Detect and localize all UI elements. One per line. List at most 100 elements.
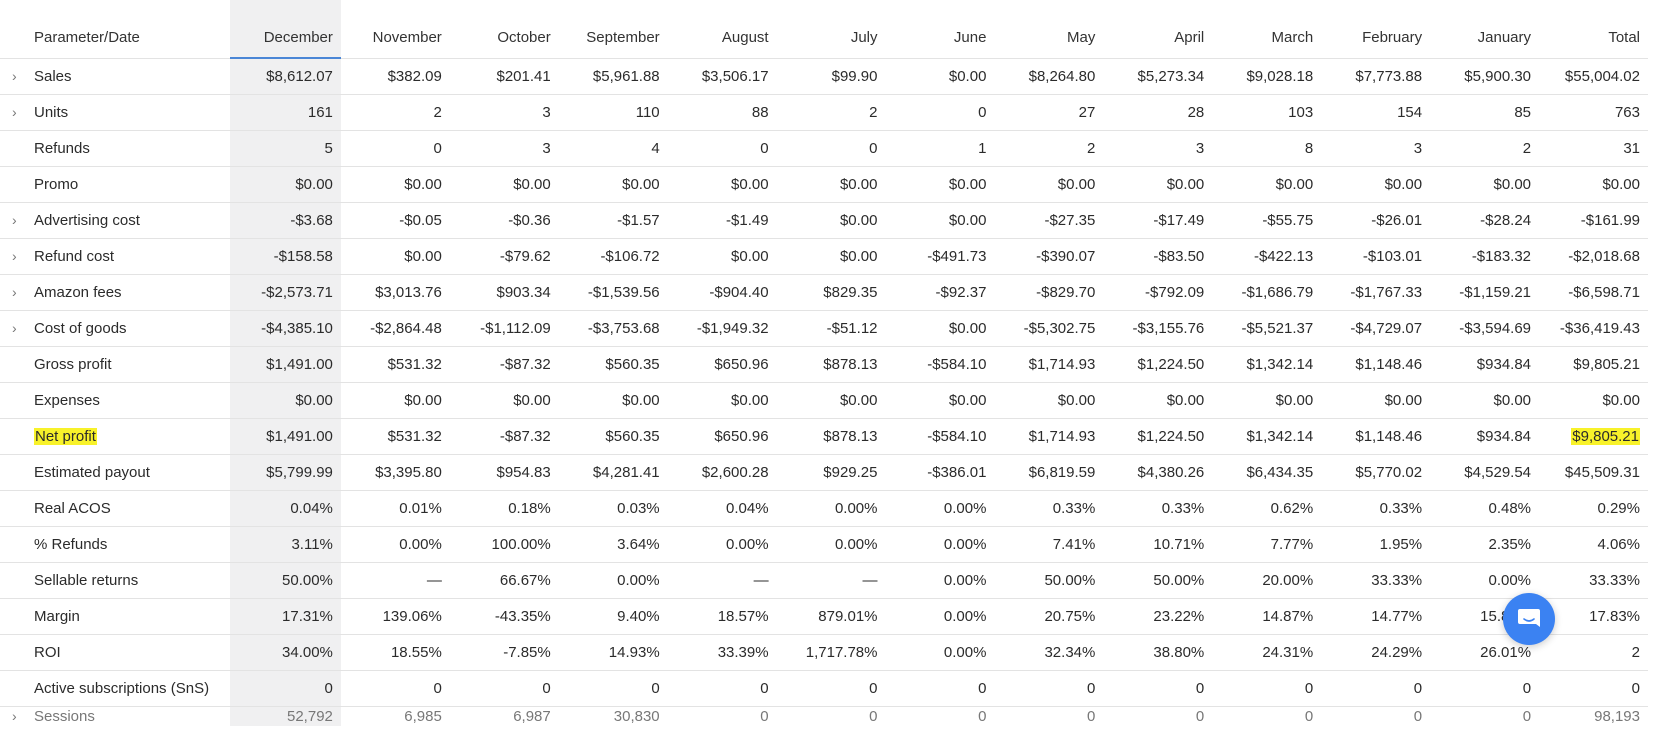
table-row[interactable]: › Sales $8,612.07 $382.09 $201.41 $5,961.88 $3… bbox=[0, 58, 1648, 95]
cell-value: 0.01% bbox=[399, 499, 442, 517]
row-label-cell[interactable]: › Refund cost bbox=[0, 238, 230, 275]
column-header-november[interactable]: November bbox=[340, 0, 450, 59]
value-cell: 0 bbox=[1321, 670, 1431, 707]
cell-value: 0 bbox=[760, 139, 769, 157]
column-header-january[interactable]: January bbox=[1430, 0, 1540, 59]
value-cell: $201.41 bbox=[449, 58, 559, 95]
table-row[interactable]: › Cost of goods -$4,385.10 -$2,864.48 -$1,11… bbox=[0, 310, 1648, 347]
cell-value: $903.34 bbox=[496, 283, 551, 301]
value-cell: 161 bbox=[229, 94, 341, 131]
chevron-right-icon[interactable]: › bbox=[12, 211, 17, 228]
chevron-right-icon[interactable]: › bbox=[12, 247, 17, 264]
total-cell: -$2,018.68 bbox=[1539, 238, 1648, 275]
cell-value: 0.04% bbox=[726, 499, 769, 517]
chevron-right-icon[interactable]: › bbox=[12, 283, 17, 300]
table-row[interactable]: › Advertising cost -$3.68 -$0.05 -$0.36 -$1.5… bbox=[0, 202, 1648, 239]
cell-value: 0 bbox=[869, 679, 878, 697]
column-header-april[interactable]: April bbox=[1103, 0, 1213, 59]
cell-value: 0 bbox=[1631, 679, 1640, 697]
value-cell: 3 bbox=[449, 94, 559, 131]
value-cell: 0 bbox=[885, 94, 995, 131]
row-label-cell[interactable]: › Amazon fees bbox=[0, 274, 230, 311]
row-label-cell[interactable]: › Sales bbox=[0, 58, 230, 95]
column-header-october[interactable]: October bbox=[449, 0, 559, 59]
cell-value: 7.41% bbox=[1052, 535, 1096, 553]
cell-value: $8,264.80 bbox=[1028, 67, 1096, 85]
cell-value: -$1,159.21 bbox=[1459, 283, 1532, 301]
cell-value: $0.00 bbox=[1057, 391, 1096, 409]
table-row[interactable]: › Sessions 52,792 6,985 6,987 30,830 0 0 0 0 0 0 0 0 9… bbox=[0, 706, 1648, 726]
chevron-right-icon[interactable]: › bbox=[12, 67, 17, 84]
cell-value: 0 bbox=[869, 139, 878, 157]
column-header-december[interactable]: December bbox=[229, 0, 341, 59]
column-header-august[interactable]: August bbox=[667, 0, 777, 59]
value-cell: 0 bbox=[667, 670, 777, 707]
row-label-cell[interactable]: › Cost of goods bbox=[0, 310, 230, 347]
cell-value: 14.77% bbox=[1371, 607, 1423, 625]
table-row[interactable]: › Amazon fees -$2,573.71 $3,013.76 $903.34 -$… bbox=[0, 274, 1648, 311]
value-cell: $7,773.88 bbox=[1321, 58, 1431, 95]
cell-value: -$386.01 bbox=[927, 463, 987, 481]
total-cell: 0.29% bbox=[1539, 490, 1648, 527]
cell-value: 0 bbox=[760, 679, 769, 697]
value-cell: -$1,112.09 bbox=[449, 310, 559, 347]
cell-value: $0.00 bbox=[622, 175, 660, 193]
chat-bubble-icon bbox=[1518, 609, 1540, 627]
cell-value: -$0.05 bbox=[399, 211, 442, 229]
column-header-february[interactable]: February bbox=[1321, 0, 1431, 59]
row-label: Advertising cost bbox=[34, 211, 140, 229]
column-header-june[interactable]: June bbox=[885, 0, 995, 59]
column-header-march[interactable]: March bbox=[1212, 0, 1322, 59]
table-row[interactable]: › Refund cost -$158.58 $0.00 -$79.62 -$106.72… bbox=[0, 238, 1648, 275]
cell-value: -$1,686.79 bbox=[1241, 283, 1314, 301]
column-header-may[interactable]: May bbox=[994, 0, 1104, 59]
total-cell: $9,805.21 bbox=[1539, 418, 1648, 455]
cell-value: $929.25 bbox=[823, 463, 878, 481]
table-row[interactable]: › Units 161 2 3 110 88 2 0 27 28 103 154 85 763 bbox=[0, 94, 1648, 131]
column-header-september[interactable]: September bbox=[558, 0, 668, 59]
row-label-cell[interactable]: › Units bbox=[0, 94, 230, 131]
total-cell: -$36,419.43 bbox=[1539, 310, 1648, 347]
column-header-total[interactable]: Total bbox=[1539, 0, 1648, 59]
cell-value: 0.33% bbox=[1052, 499, 1096, 517]
cell-value: 3 bbox=[542, 103, 551, 121]
row-label-cell[interactable]: › Sessions bbox=[0, 706, 230, 726]
cell-value: -$87.32 bbox=[499, 355, 551, 373]
table-row: Gross profit $1,491.00 $531.32 -$87.32 $560.… bbox=[0, 346, 1648, 383]
cell-value: $5,900.30 bbox=[1464, 67, 1532, 85]
cell-value: 33.39% bbox=[717, 643, 769, 661]
value-cell: $3,506.17 bbox=[667, 58, 777, 95]
row-label-cell: Expenses bbox=[0, 382, 230, 419]
value-cell: 33.39% bbox=[667, 634, 777, 671]
cell-value: 0.00% bbox=[943, 571, 987, 589]
cell-value: $0.00 bbox=[1384, 175, 1423, 193]
value-cell: $5,273.34 bbox=[1103, 58, 1213, 95]
cell-value: -$51.12 bbox=[826, 319, 878, 337]
row-label-cell[interactable]: › Advertising cost bbox=[0, 202, 230, 239]
column-header-july[interactable]: July bbox=[776, 0, 886, 59]
chevron-right-icon[interactable]: › bbox=[12, 103, 17, 120]
cell-value: $1,148.46 bbox=[1355, 427, 1423, 445]
cell-value: -$17.49 bbox=[1153, 211, 1205, 229]
cell-value: -$3,753.68 bbox=[587, 319, 660, 337]
chevron-right-icon[interactable]: › bbox=[12, 707, 17, 724]
cell-value: -$6,598.71 bbox=[1568, 283, 1640, 301]
value-cell: $5,900.30 bbox=[1430, 58, 1540, 95]
cell-value: 0.00% bbox=[943, 499, 987, 517]
cell-value: $0.00 bbox=[1166, 175, 1205, 193]
chevron-right-icon[interactable]: › bbox=[12, 319, 17, 336]
column-header-parameter[interactable]: Parameter/Date bbox=[0, 0, 230, 59]
cell-value: -$3,594.69 bbox=[1459, 319, 1532, 337]
cell-value: 6,987 bbox=[513, 707, 551, 725]
value-cell: 33.33% bbox=[1321, 562, 1431, 599]
chat-widget-button[interactable] bbox=[1503, 593, 1555, 645]
value-cell: -$3,753.68 bbox=[558, 310, 668, 347]
table-row: Margin 17.31% 139.06% -43.35% 9.40% 18.57% 879… bbox=[0, 598, 1648, 635]
total-cell: $0.00 bbox=[1539, 166, 1648, 203]
value-cell: $3,395.80 bbox=[340, 454, 450, 491]
value-cell: 0.00% bbox=[1430, 562, 1540, 599]
cell-value: 20.75% bbox=[1044, 607, 1096, 625]
cell-value: 0.00% bbox=[617, 571, 660, 589]
cell-value: $5,273.34 bbox=[1137, 67, 1205, 85]
cell-value: -$584.10 bbox=[927, 355, 987, 373]
